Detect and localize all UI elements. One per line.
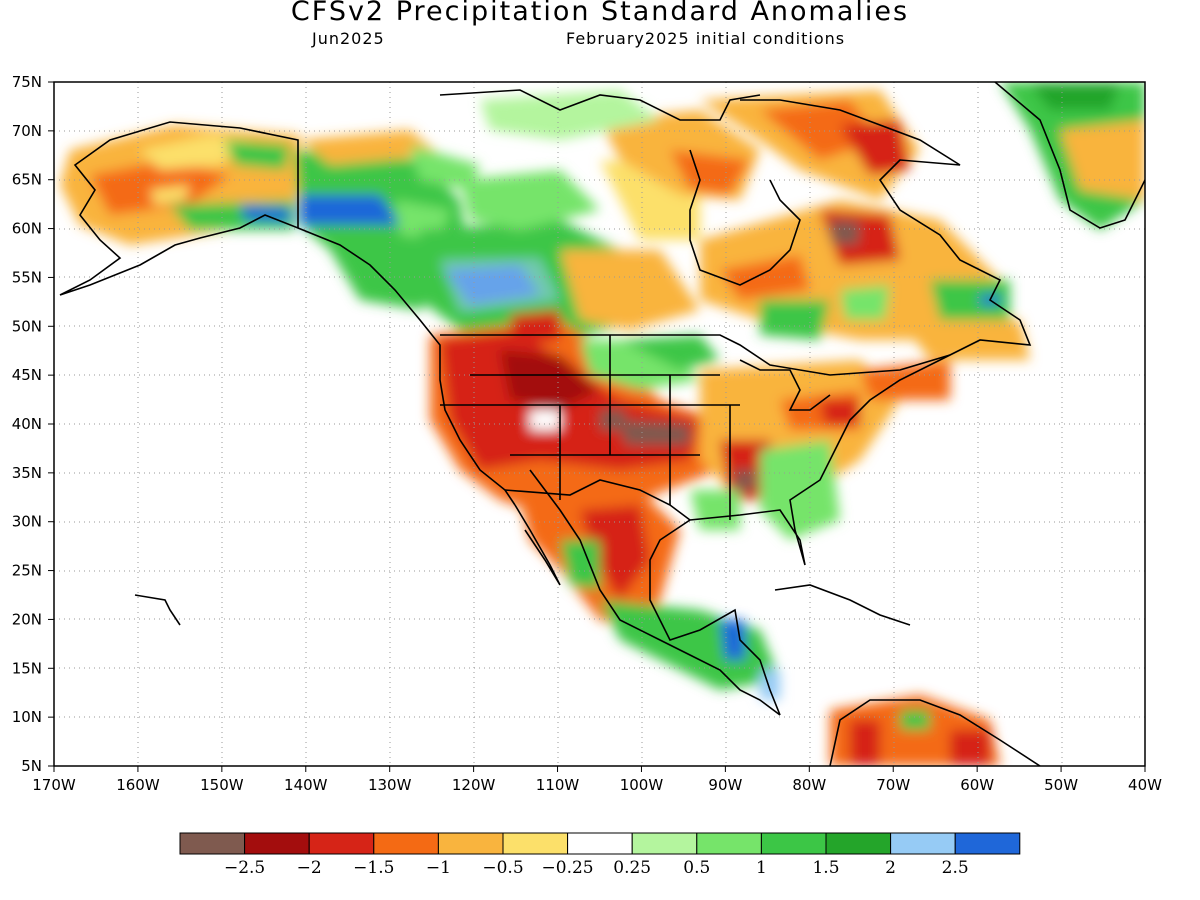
lon-tick-label: 50W: [1044, 776, 1078, 794]
colorbar-label: −0.25: [542, 858, 594, 878]
colorbar-label: 2.5: [942, 858, 969, 878]
colorbar-label: −2.5: [224, 858, 265, 878]
colorbar-swatch: [631, 832, 698, 855]
lon-tick-label: 60W: [960, 776, 994, 794]
colorbar: −2.5 −2 −1.5 −1 −0.5 −0.25 0.25 0.5 1 1.5 2 2.5: [179, 832, 1021, 878]
lon-tick-label: 70W: [876, 776, 910, 794]
lat-tick-label: 65N: [12, 171, 42, 189]
lon-tick-label: 140W: [284, 776, 328, 794]
lon-tick-label: 90W: [708, 776, 742, 794]
map-title: CFSv2 Precipitation Standard Anomalies: [290, 0, 910, 27]
lon-tick-label: 120W: [452, 776, 496, 794]
colorbar-label: 2: [885, 858, 896, 878]
colorbar-swatch: [825, 832, 892, 855]
initial-conditions: February2025 initial conditions: [566, 29, 846, 48]
latitude-axis: 75N 70N 65N 60N 55N 50N 45N 40N 35N 30N 25N 20N 15N 1…: [12, 73, 54, 775]
colorbar-label: 0.5: [683, 858, 710, 878]
colorbar-label: −2: [297, 858, 322, 878]
anomaly-field: [60, 82, 1145, 766]
colorbar-label: −0.5: [482, 858, 523, 878]
lat-tick-label: 50N: [12, 317, 42, 335]
colorbar-label: 1: [756, 858, 767, 878]
forecast-month: Jun2025: [312, 29, 385, 48]
colorbar-swatch: [954, 832, 1021, 855]
lat-tick-label: 5N: [21, 757, 42, 775]
colorbar-swatch: [502, 832, 569, 855]
lon-tick-label: 80W: [792, 776, 826, 794]
colorbar-label: −1.5: [353, 858, 394, 878]
lon-tick-label: 110W: [536, 776, 580, 794]
colorbar-label: −1: [426, 858, 451, 878]
colorbar-swatch: [437, 832, 504, 855]
lon-tick-label: 100W: [620, 776, 664, 794]
longitude-axis: 170W 160W 150W 140W 130W 120W 110W 100W 90W 80W 70…: [32, 766, 1162, 794]
lat-tick-label: 10N: [12, 708, 42, 726]
lat-tick-label: 70N: [12, 122, 42, 140]
colorbar-swatch: [567, 832, 633, 855]
lon-tick-label: 170W: [32, 776, 76, 794]
colorbar-swatch: [696, 832, 762, 855]
colorbar-swatch: [179, 832, 246, 855]
lat-tick-label: 75N: [12, 73, 42, 91]
lat-tick-label: 35N: [12, 464, 42, 482]
colorbar-swatch: [308, 832, 375, 855]
colorbar-swatch: [760, 832, 827, 855]
lat-tick-label: 15N: [12, 659, 42, 677]
lat-tick-label: 55N: [12, 268, 42, 286]
lon-tick-label: 40W: [1128, 776, 1162, 794]
lat-tick-label: 20N: [12, 610, 42, 628]
colorbar-swatch: [890, 832, 956, 855]
colorbar-swatch: [373, 832, 439, 855]
lon-tick-label: 150W: [200, 776, 244, 794]
lat-tick-label: 30N: [12, 513, 42, 531]
lat-tick-label: 45N: [12, 366, 42, 384]
lat-tick-label: 25N: [12, 562, 42, 580]
lon-tick-label: 130W: [368, 776, 412, 794]
lat-tick-label: 40N: [12, 415, 42, 433]
colorbar-label: 0.25: [613, 858, 651, 878]
lat-tick-label: 60N: [12, 220, 42, 238]
colorbar-swatch: [244, 832, 310, 855]
lon-tick-label: 160W: [116, 776, 160, 794]
colorbar-label: 1.5: [812, 858, 839, 878]
land-outlines: [59, 82, 1145, 766]
